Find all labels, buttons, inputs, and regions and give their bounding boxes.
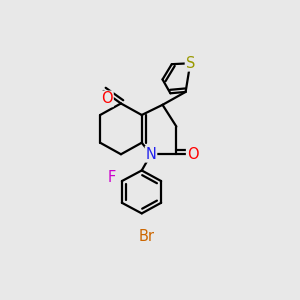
Text: O: O: [101, 91, 113, 106]
Text: Br: Br: [138, 229, 154, 244]
Text: N: N: [146, 147, 156, 162]
Text: O: O: [187, 147, 198, 162]
Text: S: S: [186, 56, 195, 71]
Text: F: F: [108, 170, 116, 185]
